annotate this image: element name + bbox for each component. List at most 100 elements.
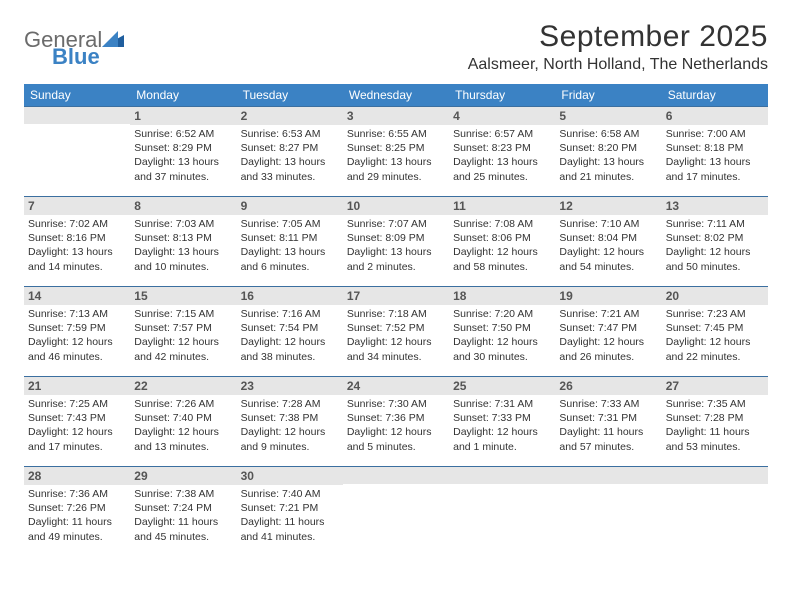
day-number: 1 [130,106,236,125]
calendar-day-cell: 8Sunrise: 7:03 AMSunset: 8:13 PMDaylight… [130,196,236,286]
day-info: Sunrise: 6:58 AMSunset: 8:20 PMDaylight:… [555,125,661,184]
day-info: Sunrise: 7:23 AMSunset: 7:45 PMDaylight:… [662,305,768,364]
day-info: Sunrise: 7:20 AMSunset: 7:50 PMDaylight:… [449,305,555,364]
calendar-day-cell [555,466,661,556]
calendar-day-cell: 6Sunrise: 7:00 AMSunset: 8:18 PMDaylight… [662,106,768,196]
day-number: 23 [237,376,343,395]
calendar-day-cell: 1Sunrise: 6:52 AMSunset: 8:29 PMDaylight… [130,106,236,196]
day-number: 14 [24,286,130,305]
day-info: Sunrise: 7:38 AMSunset: 7:24 PMDaylight:… [130,485,236,544]
day-info: Sunrise: 7:35 AMSunset: 7:28 PMDaylight:… [662,395,768,454]
day-info: Sunrise: 7:08 AMSunset: 8:06 PMDaylight:… [449,215,555,274]
day-info: Sunrise: 7:02 AMSunset: 8:16 PMDaylight:… [24,215,130,274]
calendar-day-cell: 10Sunrise: 7:07 AMSunset: 8:09 PMDayligh… [343,196,449,286]
day-number: 2 [237,106,343,125]
day-number: 24 [343,376,449,395]
day-number: 3 [343,106,449,125]
day-info: Sunrise: 7:07 AMSunset: 8:09 PMDaylight:… [343,215,449,274]
location-text: Aalsmeer, North Holland, The Netherlands [468,56,768,74]
day-info: Sunrise: 7:11 AMSunset: 8:02 PMDaylight:… [662,215,768,274]
day-number: 22 [130,376,236,395]
day-number: 30 [237,466,343,485]
weekday-header: Thursday [449,84,555,106]
day-number: 6 [662,106,768,125]
calendar-week-row: 1Sunrise: 6:52 AMSunset: 8:29 PMDaylight… [24,106,768,196]
calendar-day-cell: 25Sunrise: 7:31 AMSunset: 7:33 PMDayligh… [449,376,555,466]
day-number: 27 [662,376,768,395]
logo-word2: Blue [52,44,100,69]
empty-day-header [662,466,768,484]
calendar-week-row: 7Sunrise: 7:02 AMSunset: 8:16 PMDaylight… [24,196,768,286]
calendar-day-cell: 21Sunrise: 7:25 AMSunset: 7:43 PMDayligh… [24,376,130,466]
day-info: Sunrise: 7:28 AMSunset: 7:38 PMDaylight:… [237,395,343,454]
day-number: 19 [555,286,661,305]
day-info: Sunrise: 7:10 AMSunset: 8:04 PMDaylight:… [555,215,661,274]
day-info: Sunrise: 7:18 AMSunset: 7:52 PMDaylight:… [343,305,449,364]
calendar-day-cell: 12Sunrise: 7:10 AMSunset: 8:04 PMDayligh… [555,196,661,286]
calendar-day-cell: 29Sunrise: 7:38 AMSunset: 7:24 PMDayligh… [130,466,236,556]
title-block: September 2025 Aalsmeer, North Holland, … [468,20,768,74]
calendar-day-cell: 2Sunrise: 6:53 AMSunset: 8:27 PMDaylight… [237,106,343,196]
weekday-header: Tuesday [237,84,343,106]
calendar-day-cell: 24Sunrise: 7:30 AMSunset: 7:36 PMDayligh… [343,376,449,466]
day-info: Sunrise: 7:30 AMSunset: 7:36 PMDaylight:… [343,395,449,454]
calendar-day-cell [662,466,768,556]
calendar-day-cell: 17Sunrise: 7:18 AMSunset: 7:52 PMDayligh… [343,286,449,376]
day-info: Sunrise: 7:00 AMSunset: 8:18 PMDaylight:… [662,125,768,184]
calendar-day-cell: 26Sunrise: 7:33 AMSunset: 7:31 PMDayligh… [555,376,661,466]
calendar-day-cell: 5Sunrise: 6:58 AMSunset: 8:20 PMDaylight… [555,106,661,196]
day-number: 21 [24,376,130,395]
logo-text-block: General Blue [24,30,124,68]
calendar-day-cell: 27Sunrise: 7:35 AMSunset: 7:28 PMDayligh… [662,376,768,466]
logo: General Blue [24,30,124,68]
calendar-day-cell: 23Sunrise: 7:28 AMSunset: 7:38 PMDayligh… [237,376,343,466]
calendar-week-row: 21Sunrise: 7:25 AMSunset: 7:43 PMDayligh… [24,376,768,466]
calendar-day-cell: 19Sunrise: 7:21 AMSunset: 7:47 PMDayligh… [555,286,661,376]
day-number: 17 [343,286,449,305]
day-info: Sunrise: 6:52 AMSunset: 8:29 PMDaylight:… [130,125,236,184]
day-number: 12 [555,196,661,215]
calendar-header-row: SundayMondayTuesdayWednesdayThursdayFrid… [24,84,768,106]
calendar-day-cell: 11Sunrise: 7:08 AMSunset: 8:06 PMDayligh… [449,196,555,286]
empty-day-header [24,106,130,124]
calendar-day-cell: 9Sunrise: 7:05 AMSunset: 8:11 PMDaylight… [237,196,343,286]
day-number: 7 [24,196,130,215]
day-number: 28 [24,466,130,485]
calendar-day-cell: 7Sunrise: 7:02 AMSunset: 8:16 PMDaylight… [24,196,130,286]
day-info: Sunrise: 7:36 AMSunset: 7:26 PMDaylight:… [24,485,130,544]
empty-day-header [343,466,449,484]
day-info: Sunrise: 6:57 AMSunset: 8:23 PMDaylight:… [449,125,555,184]
calendar-day-cell [449,466,555,556]
day-number: 5 [555,106,661,125]
day-info: Sunrise: 7:21 AMSunset: 7:47 PMDaylight:… [555,305,661,364]
day-number: 29 [130,466,236,485]
day-number: 13 [662,196,768,215]
page-title: September 2025 [468,20,768,54]
weekday-header: Saturday [662,84,768,106]
calendar-day-cell: 22Sunrise: 7:26 AMSunset: 7:40 PMDayligh… [130,376,236,466]
day-number: 26 [555,376,661,395]
calendar-day-cell: 13Sunrise: 7:11 AMSunset: 8:02 PMDayligh… [662,196,768,286]
day-info: Sunrise: 7:03 AMSunset: 8:13 PMDaylight:… [130,215,236,274]
calendar-day-cell: 20Sunrise: 7:23 AMSunset: 7:45 PMDayligh… [662,286,768,376]
day-info: Sunrise: 6:53 AMSunset: 8:27 PMDaylight:… [237,125,343,184]
day-number: 8 [130,196,236,215]
day-info: Sunrise: 7:26 AMSunset: 7:40 PMDaylight:… [130,395,236,454]
day-number: 20 [662,286,768,305]
day-number: 25 [449,376,555,395]
calendar-day-cell [343,466,449,556]
weekday-header: Friday [555,84,661,106]
logo-triangle-icon [102,30,124,51]
day-number: 9 [237,196,343,215]
calendar-day-cell: 3Sunrise: 6:55 AMSunset: 8:25 PMDaylight… [343,106,449,196]
weekday-header: Wednesday [343,84,449,106]
day-info: Sunrise: 7:25 AMSunset: 7:43 PMDaylight:… [24,395,130,454]
header: General Blue September 2025 Aalsmeer, No… [24,20,768,74]
day-number: 4 [449,106,555,125]
calendar-week-row: 28Sunrise: 7:36 AMSunset: 7:26 PMDayligh… [24,466,768,556]
day-info: Sunrise: 7:13 AMSunset: 7:59 PMDaylight:… [24,305,130,364]
calendar-day-cell: 15Sunrise: 7:15 AMSunset: 7:57 PMDayligh… [130,286,236,376]
weekday-header: Sunday [24,84,130,106]
empty-day-header [449,466,555,484]
day-info: Sunrise: 7:15 AMSunset: 7:57 PMDaylight:… [130,305,236,364]
